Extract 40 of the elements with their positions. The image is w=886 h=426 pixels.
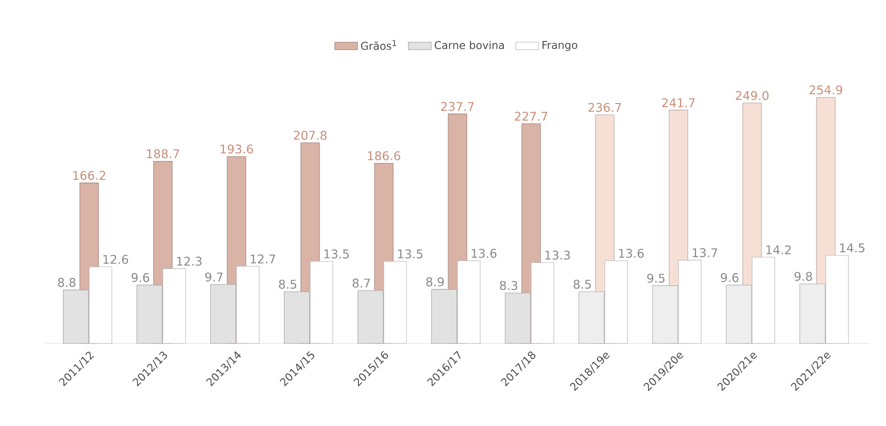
bar: [726, 284, 752, 344]
data-label: 8.9: [426, 277, 444, 286]
data-label: 9.6: [132, 273, 150, 282]
legend-label: Frango: [542, 41, 578, 52]
data-label: 207.8: [294, 130, 327, 140]
data-label: 13.3: [545, 250, 570, 260]
data-label: 254.9: [810, 85, 842, 94]
data-label: 13.7: [692, 248, 718, 258]
bar: [578, 291, 604, 344]
data-label: 13.6: [619, 248, 644, 258]
data-label: 8.5: [574, 280, 591, 289]
data-label: 193.6: [220, 144, 253, 154]
data-label: 227.7: [514, 112, 548, 121]
data-label: 12.7: [250, 254, 276, 264]
bar: [800, 284, 826, 344]
data-label: 9.7: [205, 272, 223, 282]
data-label: 14.2: [766, 245, 791, 254]
data-label: 9.6: [720, 273, 738, 282]
data-label: 166.2: [73, 170, 106, 180]
data-label: 13.6: [472, 248, 496, 258]
data-label: 12.6: [103, 254, 128, 264]
data-label: 188.7: [147, 149, 180, 158]
data-label: 8.5: [278, 280, 296, 289]
data-label: 241.7: [662, 98, 695, 108]
data-label: 13.5: [398, 249, 422, 258]
data-label: 186.6: [368, 151, 400, 160]
data-label: 9.8: [794, 272, 812, 281]
data-label: 8.3: [500, 280, 518, 290]
data-label: 237.7: [441, 102, 474, 111]
data-label: 14.5: [840, 243, 864, 252]
data-label: 12.3: [177, 256, 202, 266]
data-label: 8.7: [352, 278, 370, 288]
data-label: 13.5: [324, 249, 349, 258]
data-label: 8.8: [58, 278, 76, 287]
legend-label: Grãos$^{1}$: [361, 40, 396, 50]
data-label: 249.0: [736, 91, 769, 100]
data-label: 9.5: [647, 274, 665, 283]
data-label: 236.7: [588, 102, 621, 112]
bar: [652, 285, 678, 344]
legend-label: Carne bovina: [434, 40, 504, 50]
